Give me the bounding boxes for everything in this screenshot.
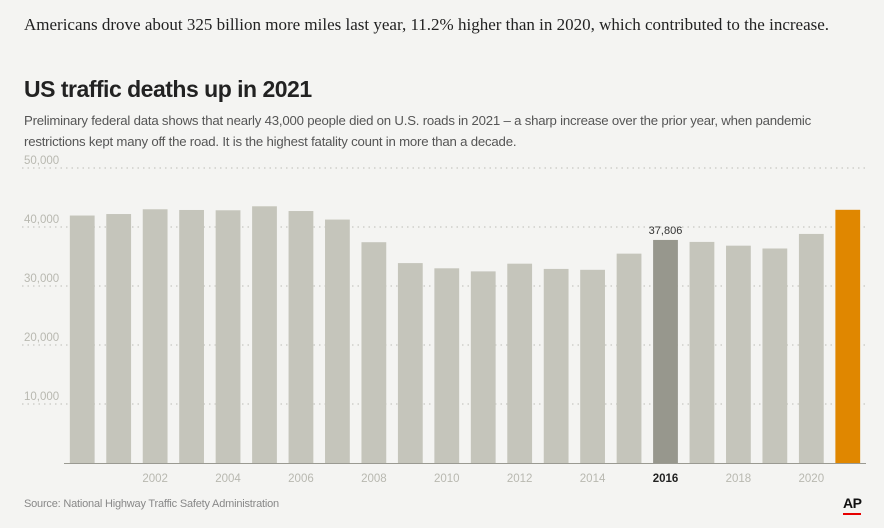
ap-logo: AP — [843, 495, 862, 515]
lead-paragraph: Americans drove about 325 billion more m… — [24, 15, 830, 34]
bar-2012 — [507, 263, 533, 463]
bar-2003 — [179, 209, 204, 463]
bar-2009 — [397, 263, 423, 463]
bar-chart: 10,000 20,000 30,000 40,000 50,000 2002 2004 20… — [22, 155, 866, 485]
bar-2004 — [215, 210, 241, 463]
bar-2001 — [106, 214, 132, 463]
chart-subtitle: Preliminary federal data shows that near… — [24, 113, 812, 149]
x-tick-label-2008: 2008 — [361, 473, 387, 485]
bar-2020 — [798, 233, 824, 463]
chart-title: US traffic deaths up in 2021 — [24, 76, 312, 102]
labels: 10,000 20,000 30,000 40,000 50,000 2002 2004 20… — [24, 155, 824, 485]
bar-2014 — [580, 269, 605, 463]
y-tick-label: 30,000 — [24, 273, 59, 285]
x-tick-label-2006: 2006 — [288, 473, 314, 485]
bar-2017 — [689, 241, 715, 463]
x-tick-label-2012: 2012 — [507, 473, 533, 485]
bar-2019 — [762, 248, 788, 463]
x-tick-label-2018: 2018 — [726, 473, 752, 485]
bar-2016 — [653, 239, 678, 463]
x-tick-label-2020: 2020 — [799, 473, 825, 485]
bar-2008 — [361, 242, 387, 463]
x-tick-label-2010: 2010 — [434, 473, 460, 485]
bar-2011 — [470, 271, 496, 463]
bar-2010 — [434, 268, 460, 463]
x-tick-label-2004: 2004 — [215, 473, 241, 485]
gridlines — [22, 167, 866, 464]
x-tick-label-2002: 2002 — [142, 473, 168, 485]
bar-2005 — [252, 206, 277, 463]
bar-2018 — [726, 245, 751, 463]
y-tick-label: 40,000 — [24, 214, 59, 226]
data-label-2016: 37,806 — [649, 225, 683, 237]
y-tick-label: 50,000 — [24, 155, 59, 167]
bar-2002 — [142, 209, 168, 463]
y-tick-label: 20,000 — [24, 332, 59, 344]
bar-2006 — [288, 211, 314, 463]
bar-2000 — [69, 215, 95, 463]
bar-2013 — [543, 268, 569, 463]
bar-2021 — [835, 209, 861, 463]
x-tick-label-2016: 2016 — [653, 473, 679, 485]
bar-2015 — [616, 253, 642, 463]
x-tick-label-2014: 2014 — [580, 473, 606, 485]
bars — [69, 206, 861, 463]
y-tick-label: 10,000 — [24, 391, 59, 403]
bar-2007 — [325, 219, 350, 463]
source-note: Source: National Highway Traffic Safety … — [24, 498, 279, 510]
